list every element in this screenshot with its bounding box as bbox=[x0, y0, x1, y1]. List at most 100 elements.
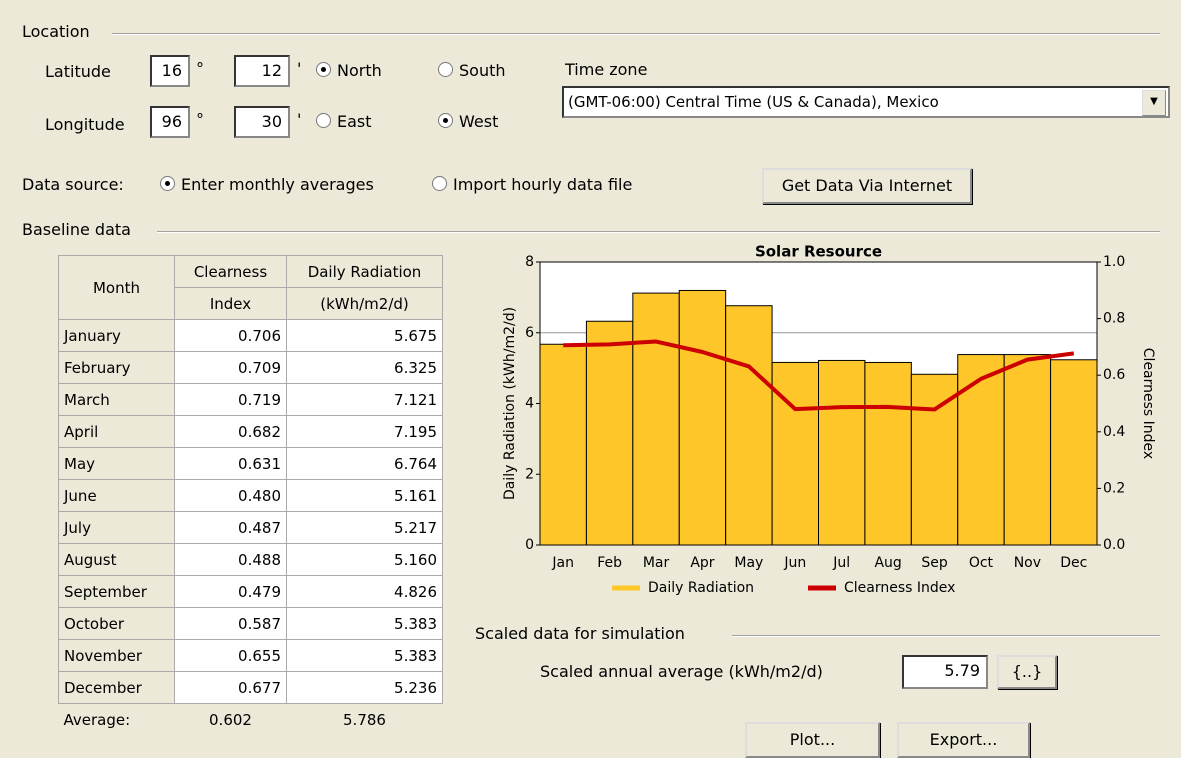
table-cell: January bbox=[58, 319, 175, 352]
x-tick-label: Aug bbox=[874, 555, 901, 571]
table: Month Clearness Daily Radiation Index (kWh/m… bbox=[58, 255, 443, 735]
y-tick-label: 6 bbox=[525, 325, 534, 341]
y2-tick-label: 0.6 bbox=[1103, 367, 1125, 383]
y-tick-label: 2 bbox=[525, 466, 534, 482]
table-cell: Index bbox=[174, 287, 287, 320]
table-row: Average: 0.602 5.786 bbox=[59, 704, 443, 736]
table-row: October 0.587 5.383 bbox=[58, 607, 443, 640]
radio[interactable] bbox=[438, 113, 453, 128]
symbol: ' bbox=[297, 110, 302, 129]
radio-option[interactable]: Enter monthly averages bbox=[160, 175, 374, 194]
table-cell: Clearness bbox=[174, 255, 287, 288]
table-cell: June bbox=[58, 479, 175, 512]
radio-option[interactable]: North bbox=[316, 61, 382, 80]
y-axis-label: Daily Radiation (kWh/m2/d) bbox=[502, 307, 518, 500]
x-tick-label: Nov bbox=[1014, 555, 1041, 571]
select-value: (GMT-06:00) Central Time (US & Canada), … bbox=[568, 93, 939, 111]
legend-label: Daily Radiation bbox=[648, 580, 754, 596]
table-cell: November bbox=[58, 639, 175, 672]
table-row: January 0.706 5.675 bbox=[58, 319, 443, 352]
x-tick-label: Apr bbox=[690, 555, 714, 571]
table-row: Index (kWh/m2/d) bbox=[59, 287, 443, 320]
table-row: April 0.682 7.195 bbox=[58, 415, 443, 448]
label: Data source: bbox=[22, 175, 124, 194]
label: Latitude bbox=[45, 62, 111, 81]
y2-tick-label: 0.2 bbox=[1103, 480, 1125, 496]
x-tick-label: Feb bbox=[597, 555, 622, 571]
button[interactable]: Plot... bbox=[745, 722, 880, 758]
bar bbox=[771, 361, 820, 546]
radio-option[interactable]: Import hourly data file bbox=[432, 175, 632, 194]
input[interactable]: 12 bbox=[234, 55, 290, 87]
group-line bbox=[157, 231, 1160, 233]
table-cell: March bbox=[58, 383, 175, 416]
bar bbox=[1003, 354, 1052, 546]
x-tick-label: Mar bbox=[643, 555, 670, 571]
table-cell: Average: bbox=[63, 710, 131, 729]
table-row: August 0.488 5.160 bbox=[58, 543, 443, 576]
radio-option[interactable]: West bbox=[438, 112, 498, 131]
select[interactable]: (GMT-06:00) Central Time (US & Canada), … bbox=[562, 86, 1170, 118]
radio-label: Import hourly data file bbox=[453, 175, 633, 194]
table-cell: August bbox=[58, 543, 175, 576]
table-row: September 0.479 4.826 bbox=[58, 575, 443, 608]
x-tick-label: Jan bbox=[551, 555, 574, 571]
table-row: March 0.719 7.121 bbox=[58, 383, 443, 416]
group-title: Baseline data bbox=[22, 220, 131, 239]
table-cell: 0.587 bbox=[174, 607, 287, 640]
table-cell: 0.677 bbox=[174, 671, 287, 704]
table-cell: September bbox=[58, 575, 175, 608]
symbol: ' bbox=[297, 59, 302, 78]
group-line bbox=[732, 635, 1160, 637]
table-cell: December bbox=[58, 671, 175, 704]
x-tick-label: Dec bbox=[1060, 555, 1087, 571]
radio[interactable] bbox=[316, 113, 331, 128]
button[interactable]: Export... bbox=[897, 722, 1030, 758]
table-cell: 6.325 bbox=[286, 351, 443, 384]
table-cell: 5.160 bbox=[286, 543, 443, 576]
dropdown-arrow[interactable]: ▼ bbox=[1142, 90, 1166, 116]
table-row: December 0.677 5.236 bbox=[58, 671, 443, 704]
y-tick-label: 0 bbox=[525, 537, 534, 553]
table-cell: October bbox=[58, 607, 175, 640]
radio[interactable] bbox=[160, 176, 175, 191]
chart: 0 2 4 6 8 0.0 0.2 0.4 0.6 0.8 1.0 Jan Feb Mar Apr May Ju… bbox=[502, 243, 1156, 597]
radio-option[interactable]: East bbox=[316, 112, 372, 131]
bar bbox=[725, 305, 773, 546]
table-row: May 0.631 6.764 bbox=[58, 447, 443, 480]
y2-tick-label: 1.0 bbox=[1103, 254, 1125, 270]
bar bbox=[678, 289, 727, 546]
table-cell: 7.195 bbox=[286, 415, 443, 448]
button[interactable]: Get Data Via Internet bbox=[762, 168, 972, 204]
y2-tick-label: 0.8 bbox=[1103, 311, 1125, 327]
label: Longitude bbox=[45, 115, 125, 134]
y2-axis-label: Clearness Index bbox=[1140, 348, 1156, 459]
y2-tick-label: 0.0 bbox=[1103, 537, 1125, 553]
table-cell: 0.488 bbox=[174, 543, 287, 576]
legend-label: Clearness Index bbox=[844, 580, 955, 596]
table-cell: 5.383 bbox=[286, 639, 443, 672]
x-tick-label: Oct bbox=[969, 555, 994, 571]
chart-title: Solar Resource bbox=[755, 243, 882, 261]
radio[interactable] bbox=[438, 62, 453, 77]
bar bbox=[632, 292, 680, 546]
x-tick-label: Jul bbox=[832, 555, 850, 571]
input[interactable]: 30 bbox=[234, 106, 290, 138]
input[interactable]: 5.79 bbox=[902, 655, 988, 689]
radio-label: South bbox=[459, 61, 506, 80]
radio-option[interactable]: South bbox=[438, 61, 506, 80]
button[interactable]: {..} bbox=[997, 655, 1057, 689]
symbol: ° bbox=[196, 59, 204, 78]
table-cell: (kWh/m2/d) bbox=[286, 287, 443, 320]
table-cell: 0.480 bbox=[174, 479, 287, 512]
plot-border bbox=[539, 261, 1098, 546]
bar bbox=[957, 354, 1005, 546]
radio[interactable] bbox=[316, 62, 331, 77]
y-tick-label: 4 bbox=[525, 396, 534, 412]
table-cell: 4.826 bbox=[286, 575, 443, 608]
input[interactable]: 16 bbox=[150, 55, 190, 87]
input[interactable]: 96 bbox=[150, 106, 190, 138]
radio[interactable] bbox=[432, 176, 447, 191]
y-tick-label: 8 bbox=[525, 254, 534, 270]
